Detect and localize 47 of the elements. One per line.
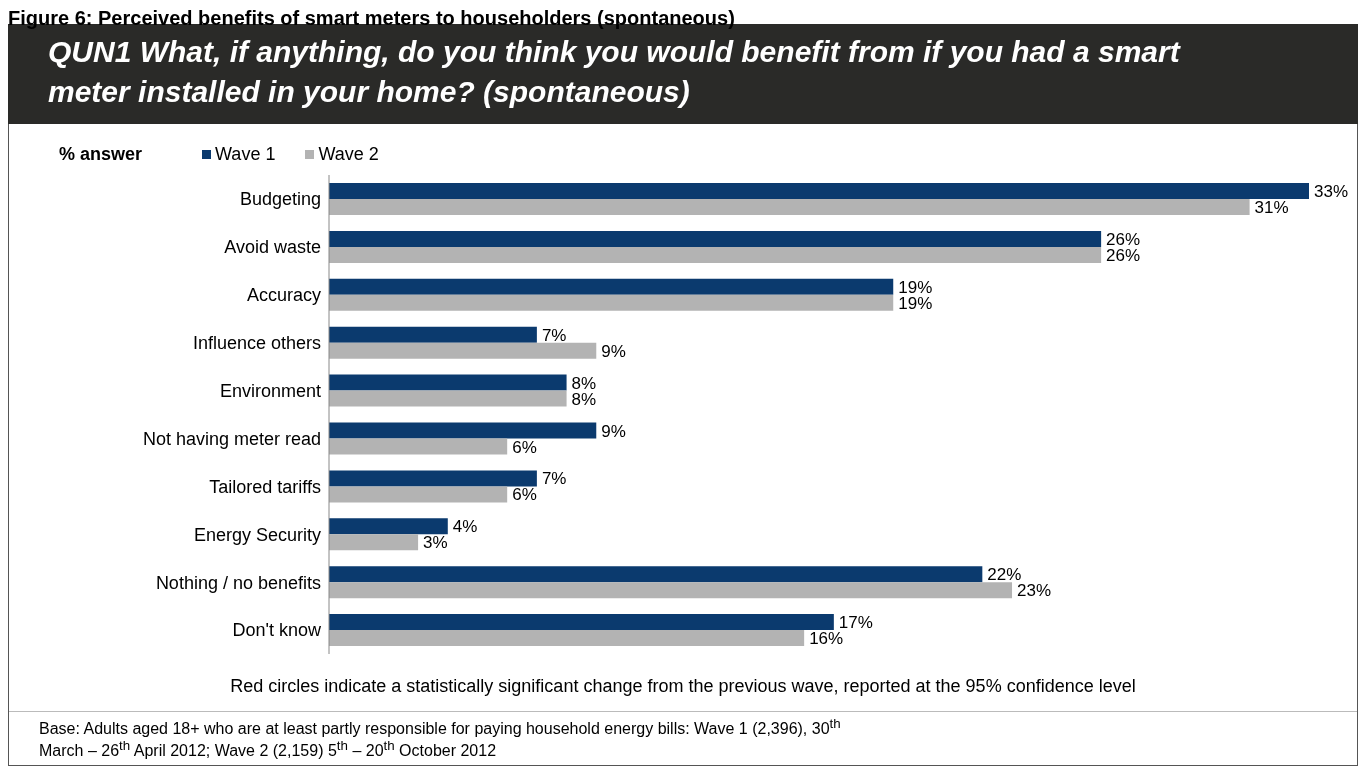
chart-title: QUN1 What, if anything, do you think you would benefit from if you had a smart meter installed in your home? (spontaneous) [48, 35, 1180, 108]
y-tick-label: Accuracy [246, 285, 321, 306]
data-label: 9% [601, 421, 626, 441]
y-tick-label: Energy Security [193, 524, 321, 545]
bar [329, 390, 567, 407]
text: Red circles indicate a statistically significant change from the previous wave, reported at the 95% confidence level [229, 675, 1137, 698]
y-tick-label: Nothing / no benefits [155, 572, 321, 593]
legend-label: Wave 2 [317, 144, 379, 165]
data-label: 4% [452, 517, 478, 537]
legend-label: Wave 1 [214, 144, 276, 165]
bar [329, 183, 1309, 199]
caption: Figure 6: Perceived benefits of smart meters to householders (spontaneous) [8, 7, 736, 29]
data-label: 6% [512, 485, 537, 505]
y-tick-label: Environment [219, 380, 321, 401]
bar [329, 534, 419, 551]
data-label: 7% [541, 469, 567, 489]
bar [329, 470, 537, 487]
bar [329, 246, 1102, 263]
bar [329, 294, 894, 311]
y-tick-label: Budgeting [239, 189, 321, 210]
bar [329, 582, 1013, 599]
bar [329, 630, 805, 647]
bar [329, 566, 983, 583]
bar [329, 342, 597, 359]
bar [329, 518, 448, 535]
bar [329, 486, 508, 503]
bar [329, 199, 1250, 215]
bar [329, 230, 1102, 247]
bar [329, 438, 508, 455]
bar [329, 278, 894, 295]
y-tick-label: Avoid waste [224, 237, 321, 258]
y-tick-label: Don't know [232, 620, 322, 641]
y-tick-label: Not having meter read [142, 428, 321, 449]
y-tick-label: Tailored tariffs [209, 476, 321, 497]
bar [329, 614, 834, 631]
data-label: 31% [1254, 198, 1289, 218]
data-label: 6% [512, 437, 537, 457]
data-label: 33% [1314, 182, 1349, 202]
legend-title: % answer [59, 144, 143, 165]
bar [329, 374, 567, 391]
data-label: 3% [423, 533, 448, 553]
data-label: 7% [541, 325, 567, 345]
bar [329, 422, 597, 439]
data-label: 9% [601, 341, 626, 361]
y-tick-label: Influence others [192, 333, 321, 354]
text: Base: Adults aged 18+ who are at least partly responsible for paying household energy bills: Wave 1 (2,396), 30$^{th}$ March – 26$^{th}$ April 2012; Wave 2 (2,159) 5$^{th}$ – 20$^{th}$ October 2012 [39, 716, 841, 760]
bar [329, 326, 537, 343]
